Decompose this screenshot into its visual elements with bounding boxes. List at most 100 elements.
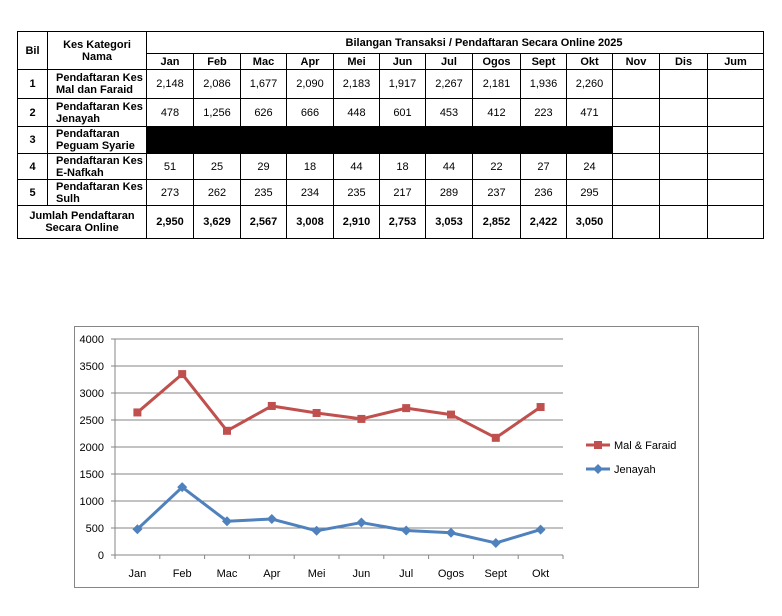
month-header: Feb: [193, 53, 241, 70]
x-tick-label: Jun: [353, 568, 371, 580]
table-row: 4 Pendaftaran Kes E-Nafkah 51 25 29 18 44 18 44 2…: [17, 153, 764, 180]
empty-cell: [707, 205, 764, 239]
empty-cell: [659, 126, 708, 154]
month-header: Nov: [612, 53, 660, 70]
series-line: [136, 485, 542, 545]
data-point: [222, 516, 232, 527]
table-row: 1 Pendaftaran Kes Mal dan Faraid 2,148 2,08…: [17, 69, 764, 99]
legend-label: Jenayah: [614, 464, 656, 476]
table-cell: 601: [379, 98, 426, 127]
empty-cell: [612, 153, 660, 180]
table-row: 3 Pendaftaran Peguam Syarie: [17, 126, 764, 154]
table-cell: 1: [17, 69, 48, 99]
total-cell: 2,852: [472, 205, 521, 239]
data-point: [356, 517, 367, 528]
table-cell: 295: [566, 179, 613, 206]
table-cell: 1,256: [193, 98, 241, 127]
month-header: Jum: [707, 53, 764, 70]
table-cell: 1,917: [379, 69, 426, 99]
total-cell: 2,910: [333, 205, 380, 239]
data-point: [311, 525, 322, 536]
blocked-cell: [146, 126, 613, 154]
x-tick-label: Feb: [173, 568, 192, 580]
month-header: Sept: [520, 53, 567, 70]
empty-cell: [707, 126, 764, 154]
chart-frame: [74, 326, 699, 588]
data-point: [402, 404, 411, 413]
table-cell: 25: [193, 153, 241, 180]
x-tick-label: Okt: [532, 568, 549, 580]
table-cell: 1,677: [240, 69, 287, 99]
y-tick-label: 2500: [80, 415, 104, 427]
table-cell: 4: [17, 153, 48, 180]
x-tick-label: Jan: [129, 568, 147, 580]
table-cell: Pendaftaran Peguam Syarie: [47, 126, 147, 154]
table-cell: 217: [379, 179, 426, 206]
data-point: [491, 433, 500, 442]
y-tick-label: 2000: [80, 442, 104, 454]
data-point: [178, 370, 187, 379]
table-cell: 236: [520, 179, 567, 206]
legend-marker: [594, 441, 602, 449]
data-point: [447, 410, 455, 419]
table-row: Bil Kes Kategori Nama Bilangan Transaksi /…: [17, 31, 764, 70]
data-point: [266, 514, 277, 525]
total-cell: 3,629: [193, 205, 241, 239]
y-tick-label: 500: [86, 523, 104, 535]
table-cell: Pendaftaran Kes E-Nafkah: [47, 153, 147, 180]
data-point: [401, 525, 412, 536]
table-row: Jumlah Pendaftaran Secara Online 2,950 3,6…: [17, 205, 764, 239]
total-cell: 2,950: [146, 205, 194, 239]
total-cell: 2,567: [240, 205, 287, 239]
header-cell: Bil: [17, 31, 48, 70]
table-cell: 412: [472, 98, 521, 127]
table-cell: 44: [425, 153, 473, 180]
legend-label: Mal & Faraid: [614, 440, 676, 452]
y-tick-label: 1500: [80, 469, 104, 481]
total-cell: 3,050: [566, 205, 613, 239]
table-cell: 471: [566, 98, 613, 127]
x-tick-label: Mei: [308, 568, 326, 580]
total-cell: 2,753: [379, 205, 426, 239]
total-cell: 3,053: [425, 205, 473, 239]
data-point: [446, 527, 456, 538]
table-cell: Pendaftaran Kes Jenayah: [47, 98, 147, 127]
data-point: [177, 482, 188, 493]
data-point: [267, 401, 276, 410]
table-cell: 1,936: [520, 69, 567, 99]
month-header: Ogos: [472, 53, 521, 70]
data-point: [535, 524, 546, 535]
x-tick-label: Ogos: [438, 568, 465, 580]
data-point: [357, 414, 366, 423]
data-point: [312, 408, 321, 417]
table-cell: 2,267: [425, 69, 473, 99]
table-cell: Pendaftaran Kes Sulh: [47, 179, 147, 206]
data-point: [132, 524, 143, 535]
month-header: Jun: [379, 53, 426, 70]
y-tick-label: 1000: [80, 496, 104, 508]
header-cell: Kes Kategori Nama: [47, 31, 147, 70]
y-tick-label: 3000: [80, 388, 104, 400]
x-tick-label: Sept: [484, 568, 507, 580]
data-point: [223, 426, 231, 435]
table-cell: 448: [333, 98, 380, 127]
series-line: [136, 372, 542, 440]
table-cell: 2,090: [286, 69, 334, 99]
y-tick-label: 3500: [80, 361, 104, 373]
x-tick-label: Jul: [399, 568, 413, 580]
x-tick-label: Apr: [263, 568, 280, 580]
empty-cell: [612, 69, 660, 99]
table-cell: 2,183: [333, 69, 380, 99]
total-label: Jumlah Pendaftaran Secara Online: [17, 205, 147, 239]
data-point: [536, 403, 545, 412]
data-table: Bil Kes Kategori Nama Bilangan Transaksi /…: [17, 31, 764, 239]
y-tick-label: 4000: [80, 334, 104, 346]
data-point: [133, 408, 142, 417]
table-cell: 24: [566, 153, 613, 180]
table-cell: 666: [286, 98, 334, 127]
data-point: [490, 537, 501, 548]
empty-cell: [612, 205, 660, 239]
x-tick-label: Mac: [217, 568, 238, 580]
